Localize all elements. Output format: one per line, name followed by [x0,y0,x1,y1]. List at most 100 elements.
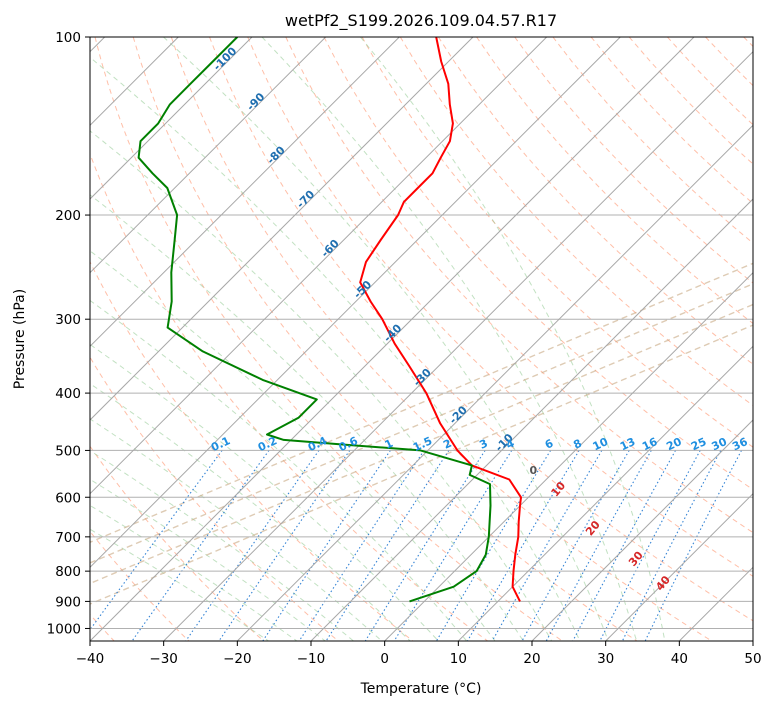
dry-adiabat [552,37,753,244]
background-grid [90,37,753,641]
theta-label: 10 [548,479,568,499]
mixing-ratio-line [572,450,676,641]
mixing-ratio-line [644,450,742,641]
moist-adiabat [90,418,383,641]
mixing-ratio-line [262,450,391,641]
mixing-ratio-line [298,450,425,641]
x-tick-label: −20 [223,651,252,667]
moist-adiabat [90,383,411,641]
moist-adiabat [90,504,298,641]
chart-title: wetPf2_S199.2026.109.04.57.R17 [285,11,557,31]
moist-adiabat [90,130,553,641]
y-tick-label: 500 [55,443,81,459]
isotherm-line [90,37,474,421]
y-tick-label: 900 [55,594,81,610]
mixing-ratio-label: 1 [383,437,395,452]
y-tick-label: 100 [55,30,81,46]
isotherm-line [531,419,753,641]
moist-adiabat [90,299,468,641]
isotherm-line [384,271,753,641]
mixing-ratio-label: 6 [543,437,556,452]
isotherm-line [752,640,753,641]
mixing-ratio-line [325,450,450,641]
dry-adiabat [743,37,753,48]
mixing-ratio-line [218,450,351,641]
theta-label: 30 [626,549,646,569]
x-tick-label: −10 [297,651,326,667]
isotherm-value-label: -90 [244,90,267,113]
mixing-ratio-line [90,450,223,631]
y-tick-label: 600 [55,490,81,506]
isotherm-value-label: -100 [211,44,240,73]
x-tick-label: 50 [744,651,761,667]
x-tick-label: 40 [671,651,688,667]
mixing-ratio-label: 30 [710,435,730,453]
mixing-ratio-line [621,450,722,641]
temperature-line [359,37,522,602]
dry-adiabat [90,152,489,641]
isotherm-line [236,124,753,641]
isotherm-line [605,492,753,641]
mixing-ratio-line [466,450,580,641]
mixing-ratio-line [521,450,630,641]
dry-adiabat [90,356,339,641]
y-tick-label: 700 [55,530,81,546]
mixing-ratio-label: 20 [664,435,684,453]
dry-adiabat [476,37,753,325]
mixing-ratio-label: 25 [689,435,708,453]
dewpoint-line [137,37,492,603]
x-tick-label: −30 [149,651,178,667]
isotherm-line [678,566,753,641]
isotherm-line [90,37,621,569]
isotherm-line [310,198,753,641]
x-tick-label: 0 [380,651,389,667]
isotherm-line [90,37,253,200]
plot-frame [89,36,754,642]
y-tick-label: 800 [55,564,81,580]
level-curve [90,283,753,564]
dry-adiabat [399,37,753,407]
isotherm-value-label: -30 [411,366,434,389]
dry-adiabat [514,37,753,284]
y-tick-label: 300 [55,312,81,328]
mixing-ratio-line [599,450,701,641]
isotherm-line [90,37,548,495]
mixing-ratio-label: 1.5 [411,434,434,454]
isotherm-line [90,37,400,348]
moist-adiabat [90,449,355,641]
y-tick-label: 1000 [47,621,81,637]
isotherm-value-label: -60 [319,237,342,260]
x-tick-label: 10 [450,651,467,667]
profile-lines [137,37,522,603]
mixing-ratio-label: 13 [618,435,637,453]
axes: −40 −30 −20 −10 0 10 20 30 40 5010020030040050060… [47,30,762,667]
mixing-ratio-line [131,450,270,641]
dry-adiabat [247,37,753,577]
mixing-ratio-label: 16 [640,435,660,453]
level-curve [90,262,753,544]
isotherm-line [90,37,327,274]
y-axis-label: Pressure (hPa) [12,289,28,389]
isotherm-value-label: -50 [351,278,374,301]
moist-adiabat [90,250,496,641]
isotherm-line [163,50,753,641]
x-tick-label: −40 [76,651,105,667]
mixing-ratio-label: 2 [441,437,453,452]
mixing-ratio-label: 10 [591,435,611,453]
dry-adiabat [285,37,753,534]
isotherm-value-label: -70 [294,188,317,211]
dry-adiabat [90,260,414,641]
isotherm-value-label: -80 [265,143,288,166]
mixing-ratio-label: 3 [477,437,489,452]
isotherm-line [457,345,753,641]
mixing-ratio-label: 0.1 [209,434,232,454]
dry-adiabat [437,37,753,365]
x-axis-label: Temperature (°C) [360,681,482,697]
dry-adiabat [94,37,564,641]
moist-adiabat [90,343,440,641]
x-tick-label: 30 [597,651,614,667]
x-tick-label: 20 [523,651,540,667]
moist-adiabat [90,528,270,641]
mixing-ratio-label: 0.4 [306,434,329,454]
